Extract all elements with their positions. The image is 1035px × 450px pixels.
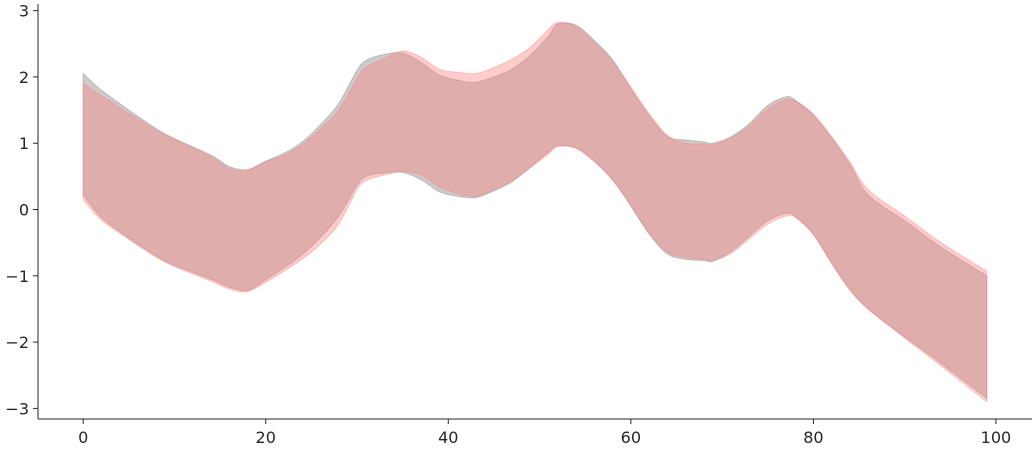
x-tick-label: 100 [981,428,1012,447]
y-ticks: −3 −2 −1 0 1 2 3 [5,2,38,418]
x-ticks: 0 20 40 60 80 100 [78,419,1011,447]
y-tick-label: 3 [19,2,29,21]
x-tick-label: 60 [621,428,641,447]
y-tick-label: −3 [5,399,29,418]
band-series-1 [82,22,988,400]
x-tick-label: 0 [78,428,88,447]
y-tick-label: 1 [19,134,29,153]
bands-layer [82,21,988,403]
x-tick-label: 80 [803,428,823,447]
y-tick-label: −2 [5,333,29,352]
y-tick-label: 2 [19,68,29,87]
y-tick-label: −1 [5,267,29,286]
band-series-2 [82,21,988,403]
x-tick-label: 20 [256,428,276,447]
y-tick-label: 0 [19,201,29,220]
x-tick-label: 40 [438,428,458,447]
